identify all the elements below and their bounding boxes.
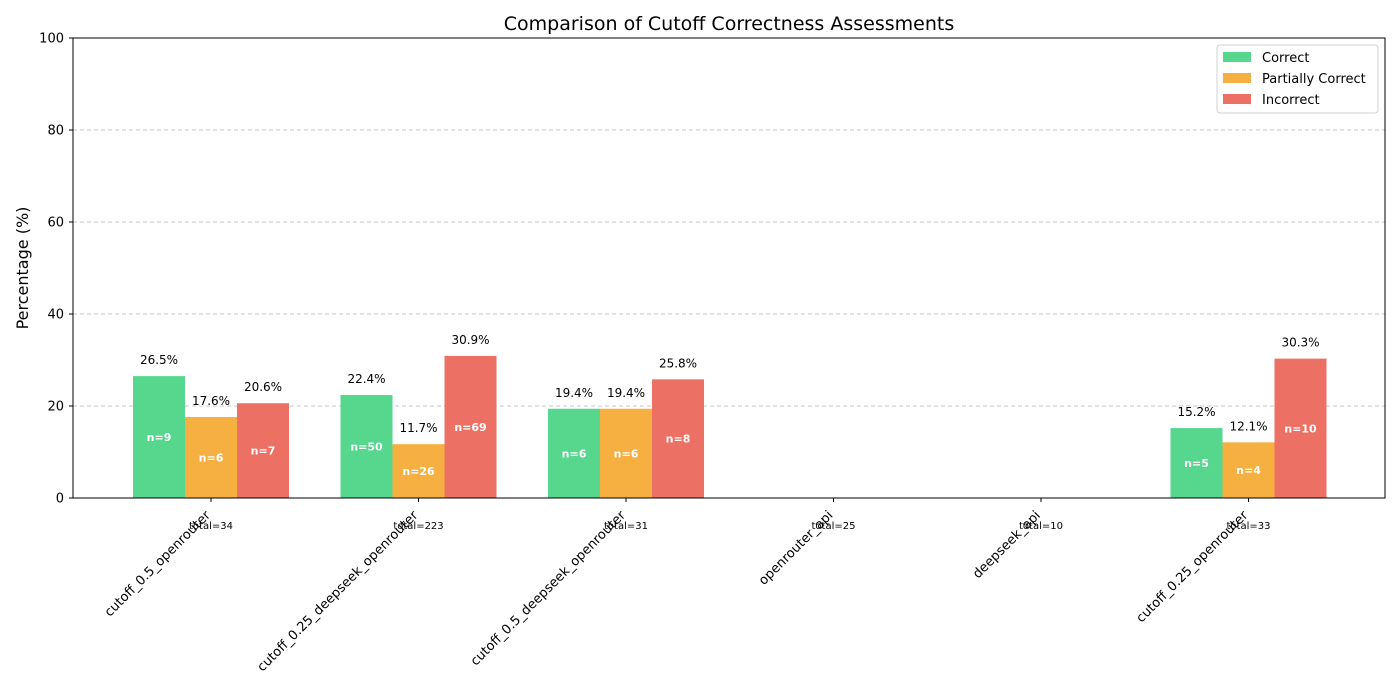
total-label: total=10 [1019, 521, 1063, 532]
legend-swatch [1223, 94, 1251, 104]
value-label: 12.1% [1229, 419, 1267, 433]
bar-partially-correct [185, 417, 237, 498]
bar-incorrect [1274, 358, 1327, 498]
bar-correct [133, 376, 185, 498]
value-label: 19.4% [607, 386, 645, 400]
grid-lines [73, 129, 1385, 407]
value-label: 19.4% [555, 386, 593, 400]
legend-label: Partially Correct [1262, 72, 1366, 87]
bar-partially-correct [392, 444, 445, 498]
total-label: total=33 [1227, 521, 1271, 532]
count-label: n=6 [614, 447, 639, 460]
bar-labels: 26.5% n=9 17.6% n=6 20.6% n=7 22.4% n=50 11.7% n=… [140, 333, 1320, 478]
count-label: n=5 [1184, 457, 1209, 470]
total-label: total=31 [604, 521, 648, 532]
legend-label: Correct [1262, 51, 1309, 66]
y-tick-label: 20 [47, 400, 64, 415]
bar-incorrect [652, 379, 704, 498]
legend-label: Incorrect [1262, 93, 1320, 108]
value-label: 25.8% [659, 356, 697, 370]
chart-title: Comparison of Cutoff Correctness Assessm… [504, 13, 954, 35]
count-label: n=69 [454, 421, 486, 434]
count-label: n=50 [350, 440, 383, 453]
value-label: 20.6% [244, 380, 282, 394]
y-tick-label: 0 [56, 492, 64, 507]
value-label: 26.5% [140, 353, 178, 367]
value-label: 30.3% [1281, 336, 1319, 350]
count-label: n=7 [251, 445, 276, 458]
total-label: total=25 [812, 521, 856, 532]
bar-incorrect [444, 355, 497, 498]
y-axis-label: Percentage (%) [13, 207, 32, 330]
bar-correct [1170, 428, 1223, 498]
count-label: n=26 [402, 465, 435, 478]
y-tick-label: 40 [47, 308, 64, 323]
legend-box [1216, 44, 1379, 114]
bar-partially-correct [600, 408, 652, 498]
value-label: 11.7% [399, 421, 437, 435]
value-label: 22.4% [347, 372, 385, 386]
value-label: 17.6% [192, 394, 230, 408]
count-label: n=6 [562, 447, 587, 460]
count-label: n=10 [1284, 422, 1317, 435]
count-label: n=6 [199, 452, 224, 465]
bars [133, 355, 1327, 498]
bar-correct [340, 394, 393, 498]
bar-incorrect [237, 403, 289, 498]
bar-correct [548, 408, 600, 498]
y-tick-label: 80 [47, 124, 64, 139]
bar-partially-correct [1222, 442, 1275, 498]
count-label: n=9 [147, 431, 172, 444]
value-label: 15.2% [1177, 405, 1215, 419]
y-tick-label: 60 [47, 216, 64, 231]
plot-frame [72, 37, 1386, 499]
legend-swatch [1223, 52, 1251, 62]
legend: Correct Partially Correct Incorrect [1216, 44, 1379, 114]
total-label: total=223 [393, 521, 443, 532]
value-label: 30.9% [451, 333, 489, 347]
legend-swatch [1223, 73, 1251, 83]
total-label: total=34 [189, 521, 233, 532]
y-tick-label: 100 [39, 32, 64, 47]
count-label: n=8 [666, 433, 691, 446]
count-label: n=4 [1236, 464, 1261, 477]
